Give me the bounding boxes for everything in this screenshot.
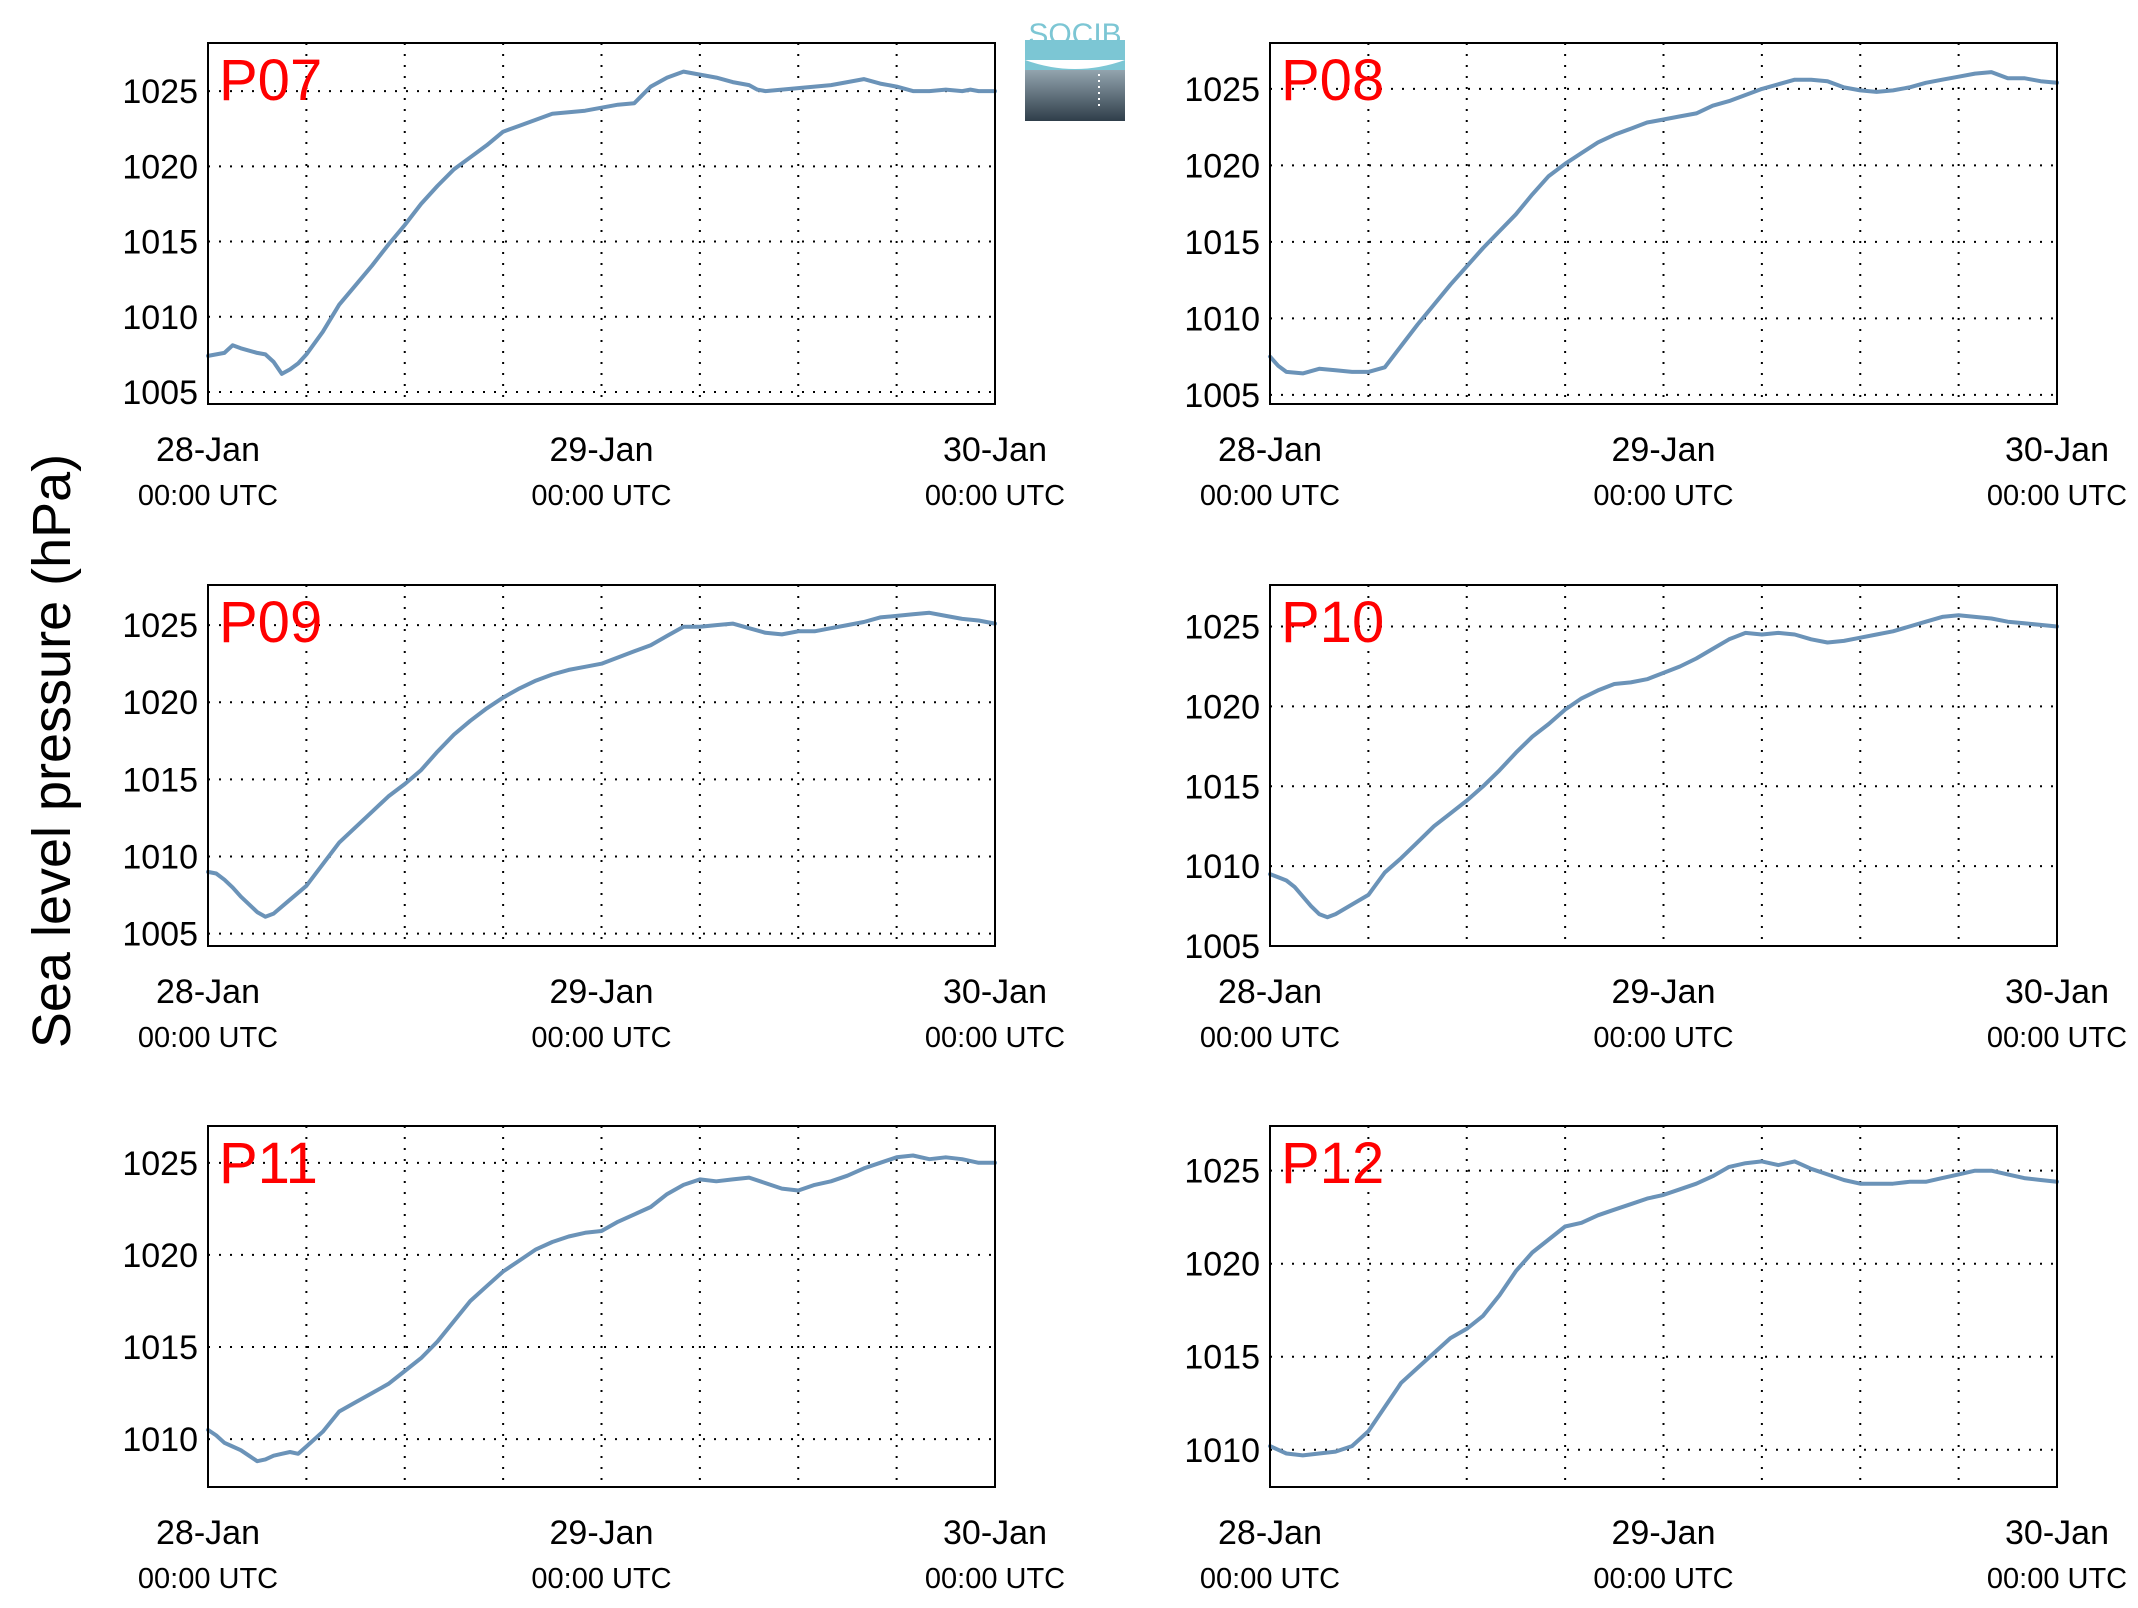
pressure-series-line [1268,70,2059,376]
panel-label: P08 [1281,48,1384,113]
y-tick-label: 1020 [1184,688,1260,726]
pressure-series-line [206,1153,997,1464]
x-tick-date-label: 28-Jan [1218,431,1322,469]
pressure-series-line [1268,613,2059,920]
panel-label: P10 [1281,590,1384,655]
x-tick-date-label: 29-Jan [550,431,654,469]
plot-frame [1269,1125,2058,1488]
y-tick-label: 1010 [1184,1432,1260,1470]
x-tick-date-label: 28-Jan [1218,973,1322,1011]
x-tick-date-label: 28-Jan [1218,1514,1322,1552]
x-tick-time-label: 00:00 UTC [1200,480,1340,512]
panel-label: P12 [1281,1131,1384,1196]
x-tick-time-label: 00:00 UTC [1987,480,2127,512]
x-tick-time-label: 00:00 UTC [138,480,278,512]
x-tick-time-label: 00:00 UTC [138,1022,278,1054]
plot-frame [1269,584,2058,947]
x-tick-time-label: 00:00 UTC [1593,480,1733,512]
logo-text: SOCIB [1028,18,1121,51]
y-tick-label: 1020 [1184,1246,1260,1284]
pressure-series-line [206,69,997,376]
panel-p08: 1005 1010 1015 1020 1025 28-Jan 00:00 UTC 29-Ja… [1184,42,2127,512]
y-tick-label: 1005 [122,374,198,412]
y-tick-label: 1025 [122,607,198,645]
pressure-series-line [206,610,997,919]
x-tick-time-label: 00:00 UTC [1987,1022,2127,1054]
x-tick-time-label: 00:00 UTC [1593,1022,1733,1054]
y-tick-label: 1015 [122,761,198,799]
y-tick-label: 1010 [122,1421,198,1459]
y-tick-label: 1025 [122,73,198,111]
y-tick-label: 1015 [1184,1339,1260,1377]
x-tick-date-label: 30-Jan [943,431,1047,469]
x-tick-time-label: 00:00 UTC [925,480,1065,512]
x-tick-date-label: 30-Jan [2005,431,2109,469]
y-tick-label: 1005 [1184,928,1260,966]
x-tick-date-label: 29-Jan [1612,973,1716,1011]
y-tick-label: 1020 [1184,147,1260,185]
panel-label: P07 [219,48,322,113]
x-tick-date-label: 29-Jan [1612,431,1716,469]
y-tick-label: 1010 [1184,300,1260,338]
x-tick-time-label: 00:00 UTC [138,1563,278,1595]
x-tick-date-label: 30-Jan [943,1514,1047,1552]
y-tick-label: 1020 [122,148,198,186]
y-tick-label: 1020 [122,684,198,722]
y-tick-label: 1005 [122,916,198,954]
x-tick-time-label: 00:00 UTC [531,1022,671,1054]
plot-frame [1269,42,2058,405]
x-tick-date-label: 30-Jan [943,973,1047,1011]
x-tick-time-label: 00:00 UTC [1593,1563,1733,1595]
y-tick-label: 1025 [1184,1153,1260,1191]
x-tick-date-label: 28-Jan [156,973,260,1011]
x-tick-time-label: 00:00 UTC [925,1563,1065,1595]
y-tick-label: 1010 [122,299,198,337]
y-tick-label: 1015 [122,1329,198,1367]
x-tick-date-label: 29-Jan [550,1514,654,1552]
y-tick-label: 1025 [122,1145,198,1183]
x-tick-time-label: 00:00 UTC [531,480,671,512]
plot-frame [207,42,996,405]
x-tick-date-label: 29-Jan [1612,1514,1716,1552]
plot-frame [207,1125,996,1488]
panel-p12: 1010 1015 1020 1025 28-Jan 00:00 UTC 29-Jan 00:… [1184,1125,2127,1595]
x-tick-time-label: 00:00 UTC [1200,1022,1340,1054]
y-tick-label: 1025 [1184,609,1260,647]
x-tick-time-label: 00:00 UTC [1200,1563,1340,1595]
x-tick-time-label: 00:00 UTC [531,1563,671,1595]
x-tick-time-label: 00:00 UTC [925,1022,1065,1054]
y-tick-label: 1010 [122,839,198,877]
x-tick-date-label: 28-Jan [156,1514,260,1552]
y-tick-label: 1015 [122,224,198,262]
x-tick-date-label: 29-Jan [550,973,654,1011]
figure-ylabel: Sea level pressure (hPa) [22,454,82,1048]
panel-p09: 1005 1010 1015 1020 1025 28-Jan 00:00 UTC 29-Ja… [122,584,1065,1054]
x-tick-date-label: 30-Jan [2005,973,2109,1011]
x-tick-date-label: 28-Jan [156,431,260,469]
y-tick-label: 1015 [1184,768,1260,806]
y-tick-label: 1020 [122,1237,198,1275]
socib-logo: SOCIB [1025,18,1125,121]
x-tick-date-label: 30-Jan [2005,1514,2109,1552]
y-tick-label: 1010 [1184,848,1260,886]
x-tick-time-label: 00:00 UTC [1987,1563,2127,1595]
panel-p10: 1005 1010 1015 1020 1025 28-Jan 00:00 UTC 29-Ja… [1184,584,2127,1054]
panel-label: P09 [219,590,322,655]
y-tick-label: 1015 [1184,224,1260,262]
pressure-series-line [1268,1159,2059,1458]
panel-p07: 1005 1010 1015 1020 1025 28-Jan 00:00 UTC 29-Ja… [122,42,1065,512]
plot-frame [207,584,996,947]
panel-p11: 1010 1015 1020 1025 28-Jan 00:00 UTC 29-Jan 00:… [122,1125,1065,1595]
y-tick-label: 1005 [1184,377,1260,415]
y-tick-label: 1025 [1184,71,1260,109]
panel-label: P11 [219,1131,318,1196]
